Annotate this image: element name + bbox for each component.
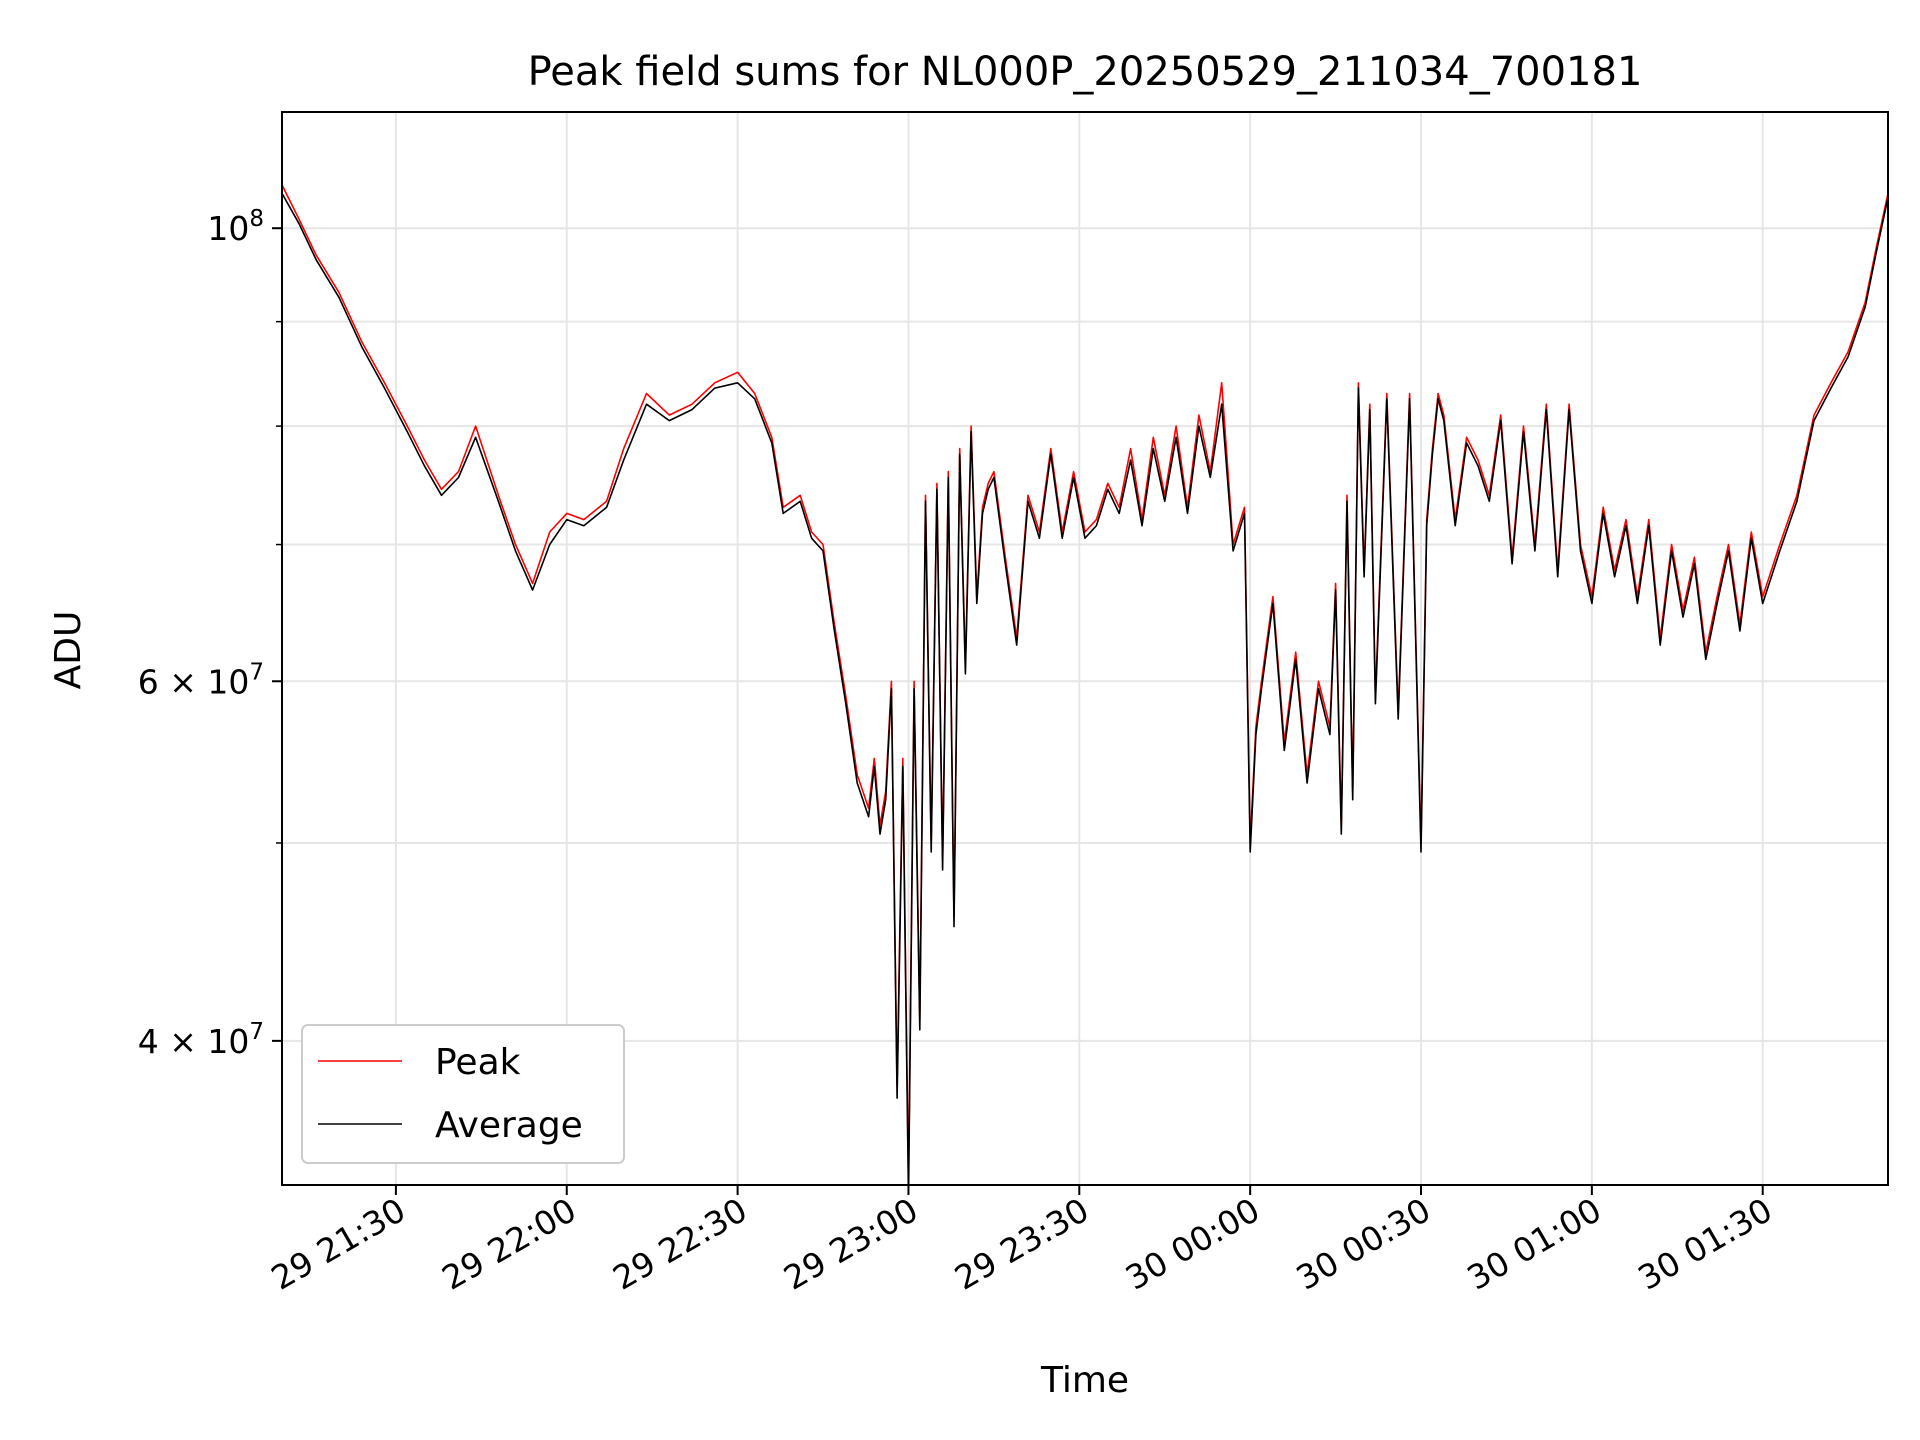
- chart-title: Peak field sums for NL000P_20250529_2110…: [528, 49, 1643, 95]
- y-tick-label-0: 108: [207, 206, 264, 248]
- plot-frame: [281, 111, 1889, 1186]
- y-tick-label-2: 4 × 107: [138, 1019, 264, 1061]
- y-tick-label-1: 6 × 107: [138, 659, 264, 701]
- series-average-line: [282, 193, 1888, 1185]
- y-axis: 108 6 × 107 4 × 107: [138, 206, 282, 1061]
- data-lines: [282, 184, 1888, 1185]
- series-peak-line: [282, 184, 1888, 1185]
- legend-average-label: Average: [435, 1105, 583, 1146]
- legend-peak-label: Peak: [435, 1042, 521, 1083]
- y-axis-label: ADU: [48, 611, 89, 690]
- legend: Peak Average: [301, 1024, 625, 1164]
- x-axis-label: Time: [1040, 1360, 1129, 1401]
- legend-box: [301, 1024, 625, 1164]
